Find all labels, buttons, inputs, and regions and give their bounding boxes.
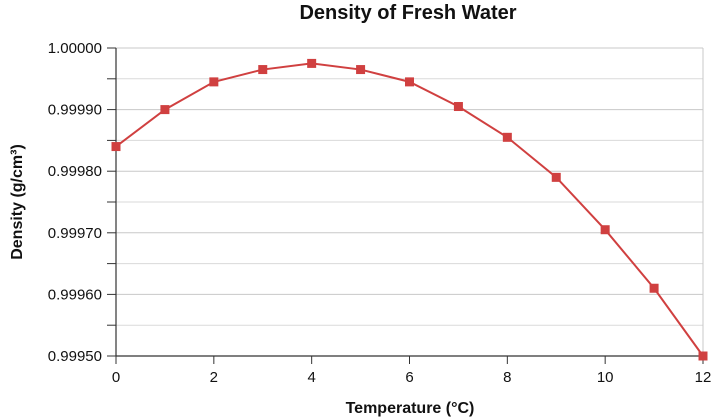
y-tick-label: 0.99990 [48, 102, 102, 119]
data-point-marker [405, 77, 414, 87]
data-point-marker [111, 142, 121, 152]
y-tick-label: 0.99950 [48, 348, 102, 365]
data-point-marker [600, 225, 610, 235]
data-point-marker [356, 65, 366, 75]
y-tick-label: 1.00000 [48, 40, 102, 57]
chart-title: Density of Fresh Water [299, 2, 516, 24]
x-tick-label: 2 [210, 369, 218, 386]
data-point-marker [698, 351, 708, 361]
x-tick-label: 6 [405, 369, 413, 386]
data-point-marker [453, 102, 463, 112]
x-tick-label: 10 [597, 369, 614, 386]
y-tick-label: 0.99960 [48, 286, 102, 303]
data-point-marker [209, 77, 219, 87]
data-point-marker [258, 65, 268, 75]
x-tick-label: 12 [695, 369, 712, 386]
data-point-marker [307, 58, 317, 68]
data-point-marker [551, 172, 561, 182]
density-line [115, 62, 704, 357]
x-axis-label: Temperature (°C) [346, 400, 475, 417]
data-point-marker [160, 105, 170, 115]
x-tick-label: 0 [112, 369, 120, 386]
y-tick-label: 0.99980 [48, 163, 102, 180]
y-axis-label: Density (g/cm³) [9, 144, 26, 260]
data-point-marker [502, 132, 512, 142]
x-tick-label: 8 [503, 369, 511, 386]
x-tick-label: 4 [307, 369, 315, 386]
y-tick-label: 0.99970 [48, 225, 102, 242]
data-point-marker [649, 283, 659, 293]
